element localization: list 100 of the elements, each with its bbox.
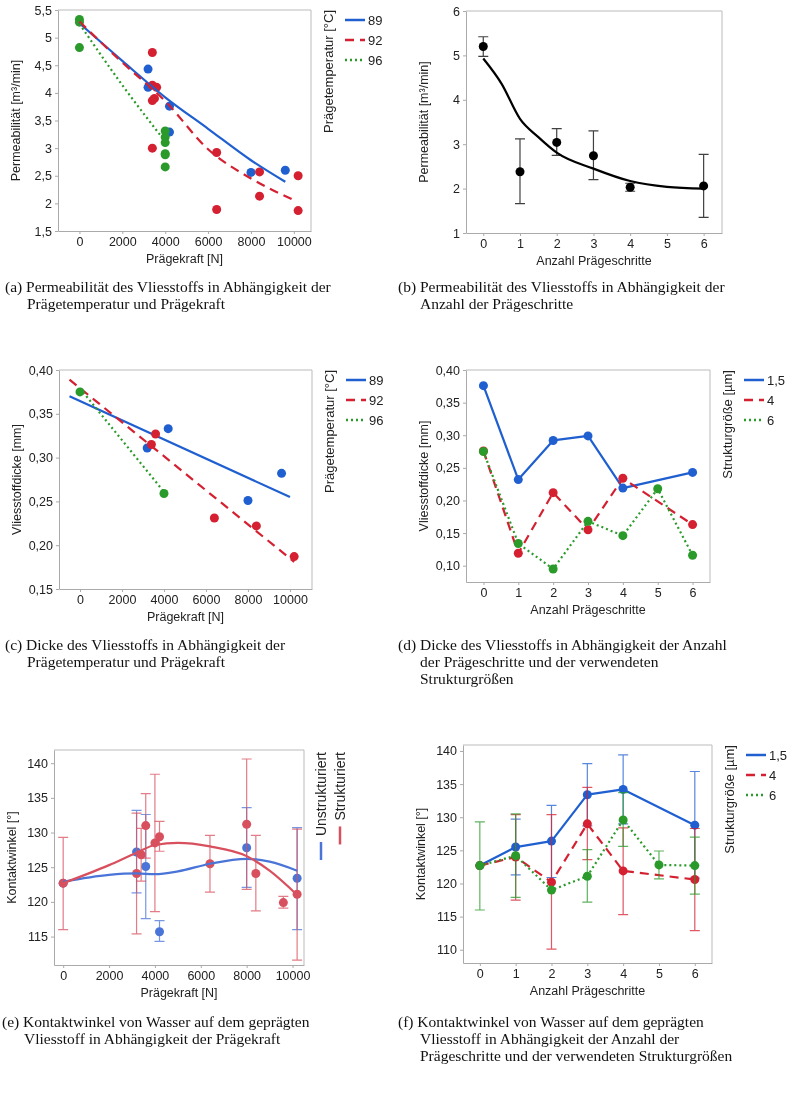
legend-title: Strukturgröße [µm] <box>720 370 735 479</box>
x-axis-title: Prägekraft [N] <box>145 252 224 266</box>
y-tick-label: 2 <box>453 182 461 197</box>
y-tick-label: 0,15 <box>28 582 54 597</box>
legend-label: 92 <box>368 33 383 48</box>
y-tick-label: 0,30 <box>435 428 461 443</box>
y-tick-label: 5 <box>453 48 461 63</box>
x-tick-label: 0 <box>76 234 84 249</box>
text: (f) Kontaktwinkel von Wasser auf dem geprägten Vliesstoff in Abhängigkeit der Anzahl der Prägeschritte und der verwendeten Strukturgrößen <box>398 1013 733 1064</box>
y-tick-label: 0,25 <box>435 461 461 476</box>
y-tick-label: 0,30 <box>28 451 54 466</box>
y-tick-label: 3 <box>45 141 53 156</box>
legend-label: 6 <box>769 788 777 803</box>
x-axis-title: Prägekraft [N] <box>146 610 225 624</box>
y-axis-title: Vliesstoffdicke [mm] <box>10 424 24 535</box>
x-tick-label: 10000 <box>273 592 308 607</box>
x-tick-label: 2000 <box>95 968 124 983</box>
x-tick-label: 2 <box>550 585 558 600</box>
legend-title: Prägetemperatur [°C] <box>321 10 336 133</box>
x-tick-label: 4 <box>627 236 635 251</box>
x-tick-label: 0 <box>77 592 85 607</box>
y-axis-title: Permeabilität [m³/min] <box>417 61 431 183</box>
x-tick-label: 0 <box>480 585 488 600</box>
x-tick-label: 5 <box>654 585 662 600</box>
y-tick-label: 0,35 <box>28 407 54 422</box>
y-axis-title: Permeabilität [m³/min] <box>9 59 23 182</box>
y-tick-label: 135 <box>436 777 458 792</box>
x-tick-label: 10000 <box>275 968 311 983</box>
x-tick-label: 1 <box>515 585 523 600</box>
x-tick-label: 2 <box>553 236 561 251</box>
y-tick-label: 110 <box>437 943 458 958</box>
legend-label: 96 <box>368 53 383 68</box>
y-tick-label: 2 <box>45 196 53 211</box>
x-tick-label: 2 <box>548 966 556 981</box>
x-tick-label: 3 <box>585 585 593 600</box>
y-tick-label: 120 <box>27 895 49 910</box>
y-tick-label: 2,5 <box>34 169 53 184</box>
x-tick-label: 5 <box>656 966 663 981</box>
x-axis-title: Prägekraft [N] <box>140 986 218 1000</box>
y-tick-label: 0,20 <box>435 493 461 508</box>
x-tick-label: 6 <box>700 236 708 251</box>
x-tick-label: 8000 <box>233 968 262 983</box>
y-tick-label: 135 <box>27 791 49 806</box>
y-tick-label: 140 <box>27 756 49 771</box>
x-tick-label: 8000 <box>237 234 266 249</box>
y-tick-label: 0,40 <box>28 363 54 378</box>
y-tick-label: 4 <box>45 86 53 101</box>
x-tick-label: 10000 <box>276 234 312 249</box>
legend-label: 1,5 <box>767 373 786 388</box>
y-tick-label: 130 <box>436 810 458 825</box>
legend-label: 89 <box>369 373 384 388</box>
legend-label: 89 <box>368 13 383 28</box>
y-tick-label: 115 <box>437 910 458 925</box>
legend-title: Strukturgröße [µm] <box>722 745 737 854</box>
x-tick-label: 0 <box>60 968 68 983</box>
legend-label: 1,5 <box>769 748 787 763</box>
y-tick-label: 140 <box>436 744 458 759</box>
y-tick-label: 130 <box>27 826 49 841</box>
y-tick-label: 3 <box>453 137 461 152</box>
y-tick-label: 0,15 <box>435 526 461 541</box>
x-axis-title: Anzahl Prägeschritte <box>536 254 652 268</box>
legend-label: 4 <box>769 768 777 783</box>
text: (a) Permeabilität des Vliesstoffs in Abhängigkeit der Prägetemperatur und Prägekraft <box>5 278 332 312</box>
x-tick-label: 4 <box>620 966 628 981</box>
x-tick-label: 0 <box>476 966 484 981</box>
y-tick-label: 4,5 <box>34 58 53 73</box>
x-tick-label: 4000 <box>141 968 170 983</box>
legend-label: 92 <box>369 393 384 408</box>
y-tick-label: 125 <box>27 860 49 875</box>
x-tick-label: 2000 <box>108 592 137 607</box>
x-tick-label: 3 <box>590 236 598 251</box>
x-tick-label: 0 <box>480 236 488 251</box>
y-tick-label: 5 <box>45 31 53 46</box>
x-tick-label: 4000 <box>151 234 180 249</box>
y-tick-label: 0,10 <box>435 559 461 574</box>
text: (c) Dicke des Vliesstoffs in Abhängigkeit der Prägetemperatur und Prägekraft <box>5 636 286 670</box>
y-tick-label: 0,25 <box>28 494 54 509</box>
x-tick-label: 3 <box>584 966 592 981</box>
text: (d) Dicke des Vliesstoffs in Abhängigkeit der Anzahl der Prägeschritte und der verwendeten Strukturgrößen <box>398 636 727 687</box>
x-tick-label: 6 <box>691 966 699 981</box>
legend-title: Prägetemperatur [°C] <box>322 370 337 493</box>
y-tick-label: 0,40 <box>435 363 461 378</box>
y-tick-label: 6 <box>453 4 461 19</box>
y-tick-label: 125 <box>436 843 458 858</box>
legend-label: 96 <box>369 413 384 428</box>
y-tick-label: 3,5 <box>34 114 53 128</box>
y-axis-title: Kontaktwinkel [°] <box>5 811 19 904</box>
x-axis-title: Anzahl Prägeschritte <box>529 984 646 998</box>
y-tick-label: 0,35 <box>435 396 461 411</box>
y-tick-label: 0,20 <box>28 538 54 553</box>
x-tick-label: 5 <box>663 236 671 251</box>
legend-label: 4 <box>767 393 775 408</box>
x-tick-label: 4 <box>619 585 627 600</box>
text: Strukturiert <box>332 751 348 821</box>
y-tick-label: 115 <box>28 930 49 945</box>
y-tick-label: 1,5 <box>34 224 53 239</box>
y-axis-title: Vliesstoffdicke [mm] <box>417 420 431 532</box>
text: (e) Kontaktwinkel von Wasser auf dem geprägten Vliesstoff in Abhängigkeit der Prägekraft <box>2 1013 310 1047</box>
x-tick-label: 2000 <box>108 234 137 249</box>
x-tick-label: 6000 <box>192 592 221 607</box>
